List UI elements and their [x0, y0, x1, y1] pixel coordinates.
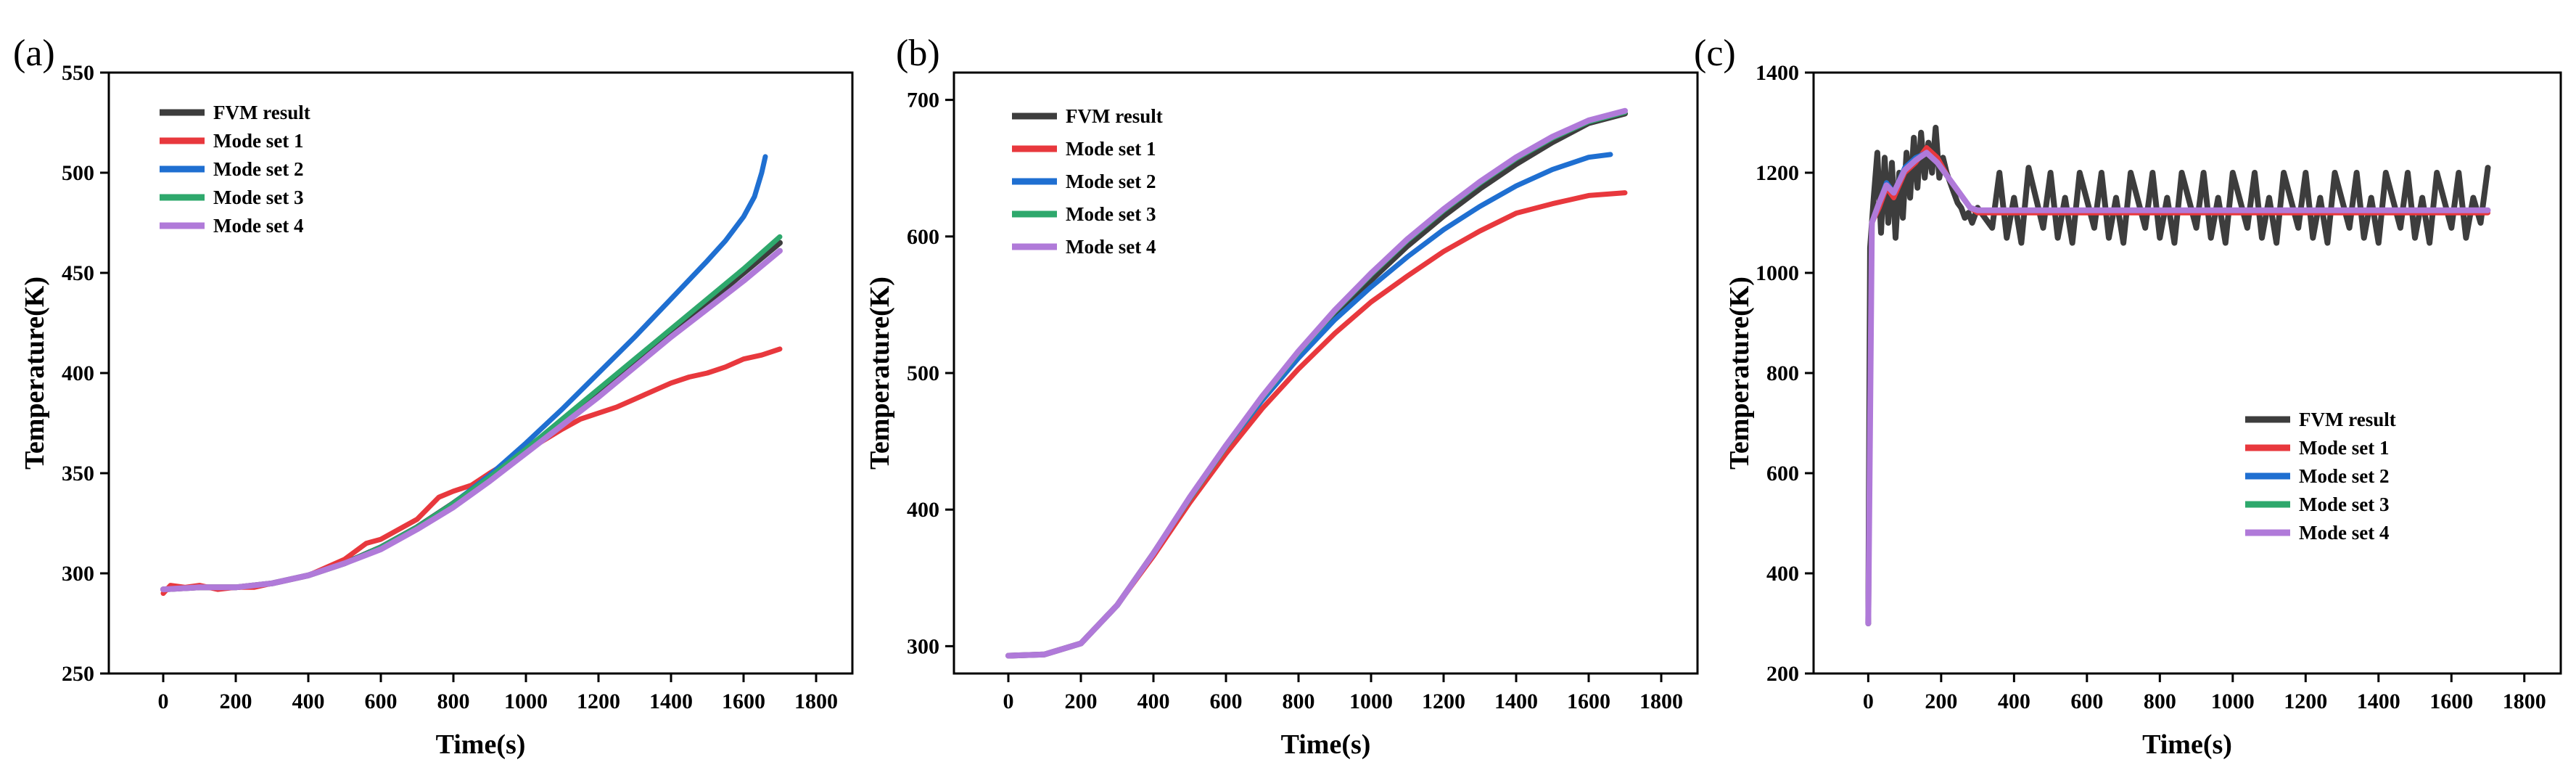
x-tick-label: 1000 [504, 689, 548, 713]
legend-label: Mode set 3 [1066, 203, 1156, 225]
y-axis-title: Temperature(K) [865, 277, 895, 470]
legend-label: FVM result [1066, 105, 1163, 127]
legend-label: Mode set 1 [213, 130, 303, 152]
x-tick-label: 1600 [2429, 689, 2473, 713]
x-tick-label: 600 [365, 689, 398, 713]
series-line-fvm-result [160, 239, 783, 593]
x-tick-label: 1000 [1349, 689, 1393, 713]
y-tick-label: 500 [62, 161, 94, 185]
legend-label: Mode set 1 [1066, 138, 1156, 160]
x-tick-label: 1200 [577, 689, 620, 713]
plot-frame [952, 71, 1699, 675]
legend-label: Mode set 4 [213, 215, 303, 237]
x-tick-label: 0 [158, 689, 169, 713]
x-tick-label: 1200 [1422, 689, 1465, 713]
series-line-mode-set-4 [160, 247, 783, 593]
x-axis-title: Time(s) [2142, 729, 2232, 760]
x-tick-label: 600 [2070, 689, 2103, 713]
series-line-fvm-result [1005, 110, 1628, 659]
x-tick-label: 800 [2144, 689, 2176, 713]
series-line-mode-set-3 [1005, 110, 1628, 658]
x-tick-label: 1200 [2284, 689, 2327, 713]
legend: FVM result Mode set 1 Mode set 2 Mode set 3… [160, 102, 310, 237]
x-tick-label: 1600 [722, 689, 765, 713]
legend-label: FVM result [2299, 409, 2396, 430]
series-line-mode-set-3 [160, 234, 783, 592]
legend-label: Mode set 2 [2299, 465, 2389, 487]
y-tick-label: 700 [907, 89, 939, 112]
series-line-mode-set-2 [1005, 152, 1613, 658]
x-tick-label: 600 [1210, 689, 1243, 713]
x-tick-label: 200 [220, 689, 252, 713]
y-tick-label: 300 [62, 562, 94, 586]
legend-label: Mode set 3 [2299, 494, 2389, 515]
legend-label: Mode set 3 [213, 187, 303, 208]
x-tick-label: 1600 [1567, 689, 1610, 713]
series-line-mode-set-4 [1005, 107, 1628, 659]
y-tick-label: 450 [62, 261, 94, 285]
y-tick-label: 600 [907, 225, 939, 249]
panel-b: 0 200 400 600 800 1000 1200 1400 1600 1800 300 400 5… [865, 33, 1699, 760]
y-axis-title: Temperature(K) [20, 277, 50, 470]
panel-label: (a) [13, 33, 55, 74]
x-tick-label: 800 [1283, 689, 1315, 713]
y-tick-label: 300 [907, 634, 939, 658]
y-tick-label: 400 [907, 498, 939, 522]
series-line-mode-set-4 [1865, 150, 2491, 626]
y-tick-label: 1400 [1756, 61, 1799, 85]
y-tick-label: 500 [907, 361, 939, 385]
x-tick-label: 1800 [2503, 689, 2546, 713]
panel-a: 0 200 400 600 800 1000 1200 1400 1600 1800 250 300 3… [13, 33, 854, 760]
x-tick-label: 400 [292, 689, 325, 713]
y-tick-label: 600 [1766, 462, 1799, 486]
series-line-mode-set-1 [1005, 190, 1628, 658]
legend-label: Mode set 2 [213, 158, 303, 180]
y-tick-label: 1000 [1756, 261, 1799, 285]
x-tick-label: 1400 [2357, 689, 2400, 713]
x-tick-label: 800 [437, 689, 470, 713]
y-tick-label: 1200 [1756, 161, 1799, 185]
legend: FVM result Mode set 1 Mode set 2 Mode set 3… [1012, 105, 1163, 258]
x-tick-label: 1400 [1494, 689, 1538, 713]
y-tick-label: 550 [62, 61, 94, 85]
x-tick-label: 1800 [794, 689, 838, 713]
legend-label: Mode set 1 [2299, 437, 2389, 459]
x-tick-label: 400 [1137, 689, 1170, 713]
x-tick-label: 1800 [1639, 689, 1683, 713]
x-tick-label: 400 [1998, 689, 2030, 713]
x-tick-label: 0 [1003, 689, 1014, 713]
y-tick-label: 400 [1766, 562, 1799, 586]
panel-label: (c) [1694, 33, 1736, 74]
legend-label: Mode set 4 [2299, 522, 2389, 544]
y-tick-label: 800 [1766, 361, 1799, 385]
x-tick-label: 200 [1925, 689, 1957, 713]
panel-c: 0 200 400 600 800 1000 1200 1400 1600 1800 200 400 6… [1694, 33, 2562, 760]
y-tick-label: 400 [62, 361, 94, 385]
y-tick-label: 250 [62, 662, 94, 686]
x-tick-label: 1400 [649, 689, 693, 713]
x-tick-label: 0 [1863, 689, 1874, 713]
legend-label: Mode set 2 [1066, 171, 1156, 192]
x-tick-label: 200 [1065, 689, 1098, 713]
y-tick-label: 350 [62, 462, 94, 486]
panel-label: (b) [896, 33, 940, 74]
x-axis-title: Time(s) [1281, 729, 1371, 760]
x-axis-title: Time(s) [436, 729, 526, 760]
series-line-fvm-result [1865, 124, 2491, 626]
y-axis-title: Temperature(K) [1724, 277, 1755, 470]
legend-label: FVM result [213, 102, 310, 123]
legend-label: Mode set 4 [1066, 236, 1156, 258]
legend: FVM result Mode set 1 Mode set 2 Mode set 3… [2245, 409, 2396, 544]
y-tick-label: 200 [1766, 662, 1799, 686]
series-line-mode-set-1 [160, 346, 783, 597]
x-tick-label: 1000 [2211, 689, 2255, 713]
